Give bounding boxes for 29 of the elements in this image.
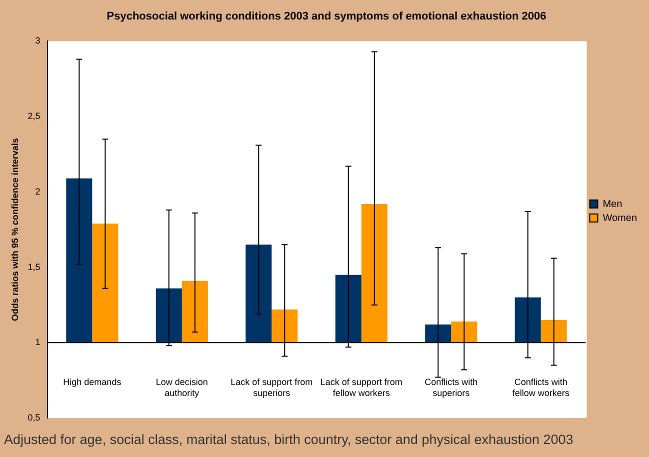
y-tick-label: 1 bbox=[35, 337, 40, 348]
bar bbox=[425, 324, 452, 343]
bar bbox=[335, 274, 362, 343]
bar bbox=[514, 297, 541, 343]
x-tick-label: High demands bbox=[63, 376, 122, 387]
bar bbox=[246, 244, 272, 343]
y-tick-label: 3 bbox=[35, 36, 40, 46]
text: Adjusted for age, social class, marital status, birth country, sector and physical exhaustion 2003 bbox=[4, 432, 574, 447]
bar bbox=[540, 320, 567, 343]
y-axis-title: Odds ratios with 95 % confidence intervals bbox=[10, 138, 20, 322]
x-tick-label: Conflicts with superiors bbox=[424, 376, 478, 398]
y-tick-label: 2,5 bbox=[28, 111, 40, 122]
x-tick-label: Lack of support from fellow workers bbox=[320, 376, 402, 398]
y-tick-label: 0,5 bbox=[28, 412, 40, 422]
bar bbox=[66, 178, 92, 343]
chart-title: Psychosocial working conditions 2003 and symptoms of emotional exhaustion 2006 bbox=[106, 10, 546, 23]
x-tick-label: Conflicts with fellow workers bbox=[512, 376, 570, 398]
bar bbox=[92, 224, 118, 343]
bar bbox=[156, 288, 182, 343]
bar bbox=[361, 204, 388, 343]
y-tick-label: 2 bbox=[35, 186, 40, 196]
bar bbox=[182, 280, 208, 343]
y-tick-label: 1,5 bbox=[28, 262, 40, 272]
bar bbox=[451, 322, 478, 343]
x-tick-label: Low decision authority bbox=[156, 376, 208, 398]
bar bbox=[272, 309, 298, 343]
x-tick-label: Lack of support from superiors bbox=[230, 376, 313, 398]
legend-label: Women bbox=[602, 212, 638, 224]
legend-label: Men bbox=[602, 198, 622, 210]
